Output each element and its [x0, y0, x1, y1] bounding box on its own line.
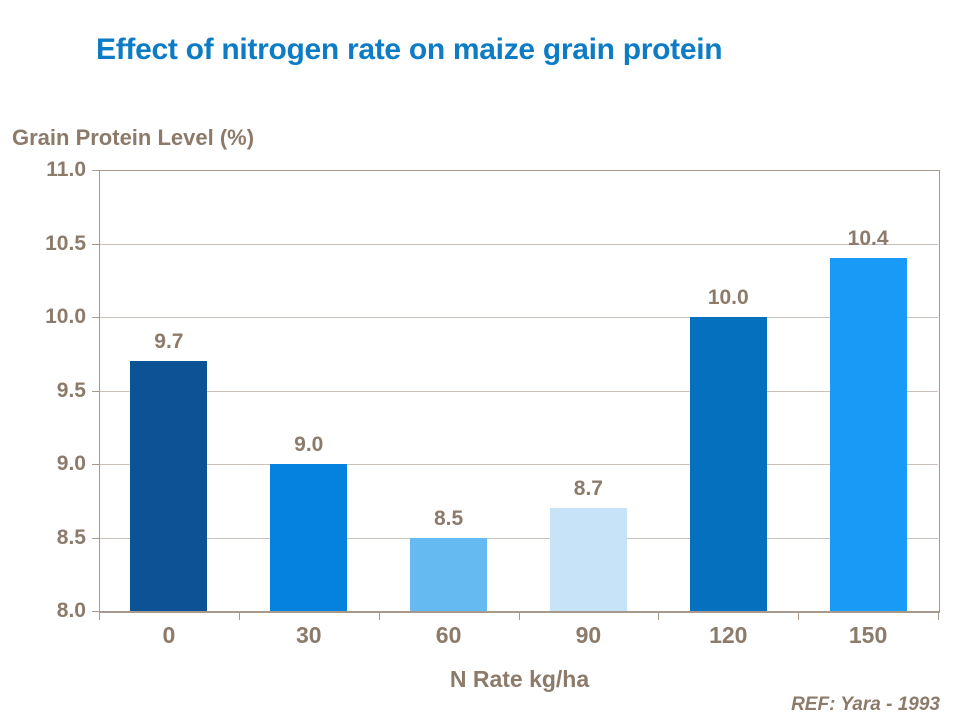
- y-axis-title: Grain Protein Level (%): [12, 125, 255, 150]
- y-tick-label: 10.5: [45, 231, 86, 255]
- gridline: [100, 317, 938, 318]
- y-tick-mark: [92, 464, 99, 465]
- bar-value-label: 9.0: [294, 433, 324, 456]
- y-tick-mark: [92, 170, 99, 171]
- y-tick-mark: [92, 611, 99, 612]
- y-tick-label: 9.0: [56, 452, 86, 475]
- x-tick-label: 150: [848, 622, 888, 648]
- reference-note: REF: Yara - 1993: [791, 694, 940, 715]
- bar: [410, 537, 488, 611]
- x-tick-mark: [99, 613, 100, 620]
- y-tick-mark: [92, 317, 99, 318]
- gridline: [100, 537, 938, 539]
- bar-value-label: 10.4: [847, 227, 889, 251]
- bar: [549, 508, 627, 611]
- x-tick-label: 0: [162, 622, 176, 648]
- gridline: [100, 464, 938, 465]
- x-axis-title: N Rate kg/ha: [449, 666, 590, 692]
- y-tick-mark: [92, 390, 99, 392]
- x-tick-mark: [378, 613, 380, 620]
- x-tick-mark: [798, 613, 800, 620]
- y-tick-label: 10.0: [45, 305, 86, 328]
- bar-value-label: 10.0: [707, 286, 749, 309]
- x-tick-label: 30: [295, 622, 322, 648]
- bar: [270, 464, 348, 611]
- x-tick-label: 90: [575, 622, 602, 648]
- y-tick-label: 8.5: [56, 525, 86, 549]
- x-tick-label: 60: [435, 622, 462, 648]
- x-tick-mark: [238, 613, 240, 620]
- bar: [829, 258, 907, 611]
- y-tick-mark: [92, 243, 99, 245]
- bar-value-label: 9.7: [154, 330, 184, 354]
- chart-title: Effect of nitrogen rate on maize grain p…: [96, 33, 723, 66]
- bar-value-label: 8.7: [573, 477, 603, 501]
- y-tick-label: 11.0: [46, 158, 86, 181]
- bar: [689, 317, 767, 611]
- bar: [130, 361, 208, 611]
- gridline: [100, 243, 938, 245]
- y-tick-label: 9.5: [56, 378, 86, 402]
- gridline: [100, 390, 938, 392]
- x-tick-mark: [938, 613, 939, 620]
- x-tick-mark: [518, 613, 520, 620]
- x-tick-label: 120: [709, 622, 748, 648]
- plot-area: [99, 170, 940, 613]
- y-tick-mark: [92, 537, 99, 539]
- bar-value-label: 8.5: [433, 506, 464, 530]
- x-tick-mark: [658, 613, 660, 620]
- y-tick-label: 8.0: [56, 599, 86, 622]
